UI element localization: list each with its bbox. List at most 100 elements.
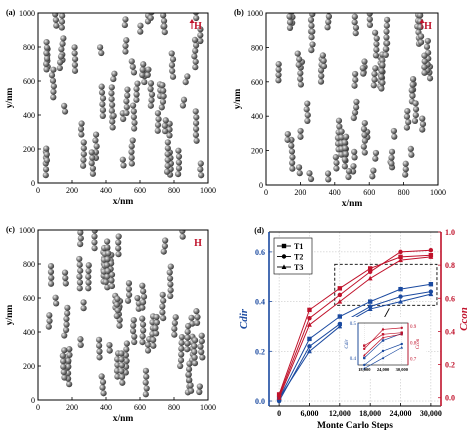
data-point — [281, 264, 287, 269]
particle — [288, 142, 295, 149]
particle — [61, 13, 63, 14]
particle — [192, 120, 200, 127]
particle — [119, 379, 126, 386]
particle — [160, 93, 167, 100]
particle — [154, 121, 162, 129]
particle — [164, 139, 171, 146]
particle — [178, 339, 185, 346]
particle — [61, 269, 69, 276]
particle — [62, 280, 69, 287]
particle — [43, 49, 50, 57]
data-point — [428, 254, 434, 259]
particle — [57, 53, 65, 60]
panel-b: 00 200 200 400 400 600 600 800 800 1000 1000 x/nm y/… — [233, 6, 446, 209]
particle — [373, 46, 380, 53]
x-tick-label: 400 — [329, 188, 341, 197]
particle — [80, 299, 87, 306]
field-arrow-head-icon — [189, 19, 195, 23]
data-point — [367, 266, 373, 271]
panel-frame — [37, 229, 209, 401]
zoom-region-box — [334, 263, 438, 306]
particle — [153, 313, 160, 321]
particle — [159, 98, 167, 105]
particle-chain — [184, 322, 192, 353]
left-tick-label: 0.6 — [255, 248, 265, 257]
particle — [409, 81, 416, 88]
particle — [372, 29, 379, 36]
particle — [191, 354, 198, 361]
particle — [89, 165, 97, 172]
particle — [161, 7, 167, 13]
particle — [120, 162, 127, 169]
particle-chain — [419, 115, 427, 133]
particle — [161, 23, 168, 30]
particle — [164, 156, 171, 164]
particle — [324, 24, 331, 31]
particle-chain — [161, 23, 168, 36]
particle — [115, 239, 122, 246]
particle — [144, 341, 152, 348]
particle — [160, 248, 167, 255]
particle-chain — [166, 263, 174, 300]
particle — [309, 28, 316, 35]
particle — [351, 19, 358, 26]
particle-chain — [192, 13, 200, 22]
particle — [197, 26, 204, 33]
particle-chain — [122, 37, 130, 55]
particle-chain — [110, 70, 118, 83]
particle — [108, 282, 116, 290]
particle — [89, 170, 96, 177]
particle — [336, 123, 343, 130]
particle — [192, 47, 199, 54]
particle — [139, 304, 146, 311]
particle — [43, 66, 50, 73]
series-line — [278, 291, 431, 402]
legend-label: T3 — [294, 263, 303, 272]
particle — [109, 118, 116, 125]
particle-chain — [158, 82, 167, 111]
particle — [61, 347, 68, 354]
particle — [47, 268, 55, 276]
particle-chain — [48, 66, 57, 101]
particle-chain — [403, 108, 412, 131]
particle — [186, 376, 193, 384]
particle — [169, 56, 177, 63]
right-tick-label: 0.4 — [445, 327, 455, 336]
particle — [106, 347, 113, 354]
particle — [416, 6, 422, 12]
particle — [43, 39, 50, 46]
particle — [384, 16, 391, 23]
particle — [345, 173, 352, 181]
particle-chain — [109, 112, 117, 131]
x-tick-label: 200 — [66, 186, 78, 195]
particle — [142, 379, 149, 386]
particle — [95, 336, 103, 343]
inset-right-tick-label: 0.8 — [410, 341, 417, 346]
particle — [118, 373, 126, 381]
particle — [149, 319, 156, 326]
particle — [167, 281, 174, 288]
data-point — [307, 348, 312, 354]
particle — [115, 251, 122, 258]
particle — [148, 13, 155, 16]
particle — [141, 78, 148, 86]
particle — [161, 29, 168, 36]
particle — [155, 115, 162, 123]
particle-chain — [284, 131, 291, 143]
x-tick-label: 0 — [277, 409, 281, 418]
particle — [78, 131, 85, 138]
particle — [77, 125, 85, 133]
particle — [118, 367, 125, 375]
data-point — [307, 344, 312, 349]
particle — [421, 58, 428, 65]
particle — [361, 120, 368, 127]
y-tick-label: 200 — [23, 145, 35, 154]
data-point — [337, 292, 343, 298]
particle-chain — [118, 350, 126, 386]
particle — [142, 367, 150, 374]
particle — [104, 256, 111, 263]
particle — [118, 362, 126, 369]
particle — [43, 60, 50, 68]
particle — [419, 121, 427, 128]
